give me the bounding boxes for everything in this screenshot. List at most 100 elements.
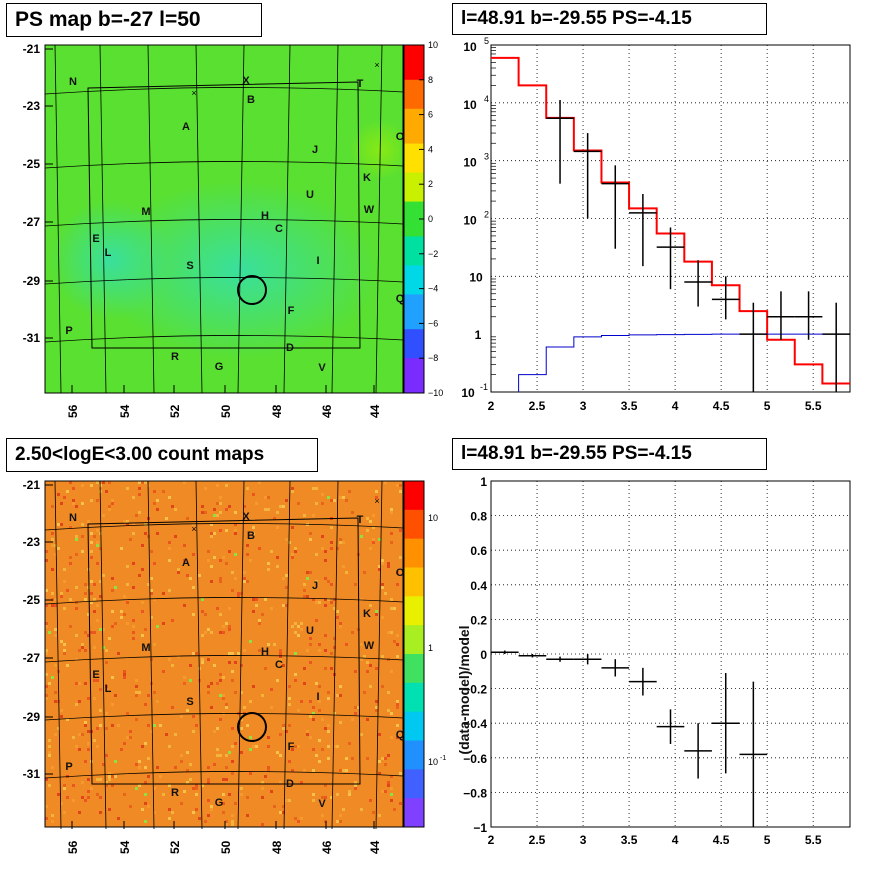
- count-map-pixel: [231, 823, 234, 826]
- count-map-pixel: [45, 559, 48, 562]
- count-map-pixel: [96, 727, 99, 730]
- ps-map-y-tick-label: -27: [23, 215, 41, 229]
- count-map-pixel: [240, 787, 243, 790]
- count-map-pixel: [396, 634, 399, 637]
- count-map-y-tick-label: -31: [23, 767, 41, 781]
- count-map-pixel: [135, 679, 138, 682]
- count-map-pixel: [48, 682, 51, 685]
- count-map-pixel: [123, 613, 126, 616]
- count-map-pixel: [105, 661, 108, 664]
- count-map-pixel: [303, 595, 306, 598]
- count-colorbar-cell: [404, 688, 424, 695]
- count-map-pixel: [390, 775, 393, 778]
- count-map-pixel: [183, 790, 186, 793]
- count-map-pixel: [213, 508, 216, 511]
- count-map-pixel: [105, 781, 108, 784]
- count-map-pixel: [240, 727, 243, 730]
- count-map-pixel: [378, 568, 381, 571]
- count-map-pixel: [276, 511, 279, 514]
- count-map-pixel: [354, 712, 357, 715]
- count-map-pixel: [111, 610, 114, 613]
- ps-map-title: PS map b=-27 l=50: [6, 3, 262, 37]
- count-map-pixel: [168, 547, 171, 550]
- count-map-pixel: [75, 601, 78, 604]
- count-map-pixel: [141, 634, 144, 637]
- residual-chart: 2 2.5 3 3.5 4 4.5 5 5.5 1 0.8 0.6 0.4 0.2 0 −0.2 −0.4 −0…: [463, 475, 850, 847]
- count-map-pixel: [183, 481, 186, 484]
- count-map-pixel: [336, 616, 339, 619]
- count-map-pixel: [360, 598, 363, 601]
- count-map-pixel: [75, 682, 78, 685]
- count-map-pixel: [300, 700, 303, 703]
- count-map-pixel: [51, 592, 54, 595]
- count-map-pixel: [84, 721, 87, 724]
- count-map-pixel: [288, 541, 291, 544]
- count-map-pixel: [330, 652, 333, 655]
- count-map-pixel: [243, 577, 246, 580]
- count-map-source-label: I: [316, 691, 319, 703]
- ps-colorbar-cell: [404, 248, 424, 255]
- count-map-source-label: P: [65, 761, 72, 773]
- count-map-pixel: [264, 667, 267, 670]
- count-map-pixel: [78, 748, 81, 751]
- count-map-pixel: [138, 493, 141, 496]
- count-map-pixel: [192, 523, 195, 526]
- ps-colorbar-cell: [404, 323, 424, 330]
- ps-colorbar-tick-label: 10: [428, 40, 438, 50]
- count-colorbar-cell: [404, 746, 424, 753]
- count-map-pixel: [168, 658, 171, 661]
- count-map-pixel: [279, 733, 282, 736]
- count-colorbar-cell: [404, 521, 424, 528]
- count-map-pixel: [87, 742, 90, 745]
- count-map-pixel: [192, 730, 195, 733]
- ps-colorbar-cell: [404, 91, 424, 98]
- count-map-pixel: [312, 706, 315, 709]
- count-map-pixel: [351, 511, 354, 514]
- count-map-pixel: [333, 646, 336, 649]
- count-map-pixel: [336, 820, 339, 823]
- ps-colorbar-cell: [404, 68, 424, 75]
- count-map-pixel: [144, 793, 147, 796]
- spectrum-y-tick-exponent: 3: [484, 152, 489, 162]
- count-map-pixel: [321, 718, 324, 721]
- ps-colorbar-tick-label: 0: [428, 214, 433, 224]
- count-map-pixel: [249, 559, 252, 562]
- count-map-pixel: [309, 661, 312, 664]
- count-map-pixel: [96, 778, 99, 781]
- count-map-pixel: [333, 607, 336, 610]
- count-map-pixel: [366, 718, 369, 721]
- count-colorbar-cell: [404, 602, 424, 609]
- count-map-pixel: [240, 793, 243, 796]
- ps-colorbar-cell: [404, 306, 424, 313]
- count-map-pixel: [291, 490, 294, 493]
- count-colorbar-cell: [404, 567, 424, 574]
- ps-map-y-tick-label: -23: [23, 99, 41, 113]
- ps-colorbar-cell: [404, 346, 424, 353]
- count-map-pixel: [354, 787, 357, 790]
- count-map-pixel: [294, 622, 297, 625]
- count-map-pixel: [141, 481, 144, 484]
- count-map-pixel: [231, 679, 234, 682]
- count-map-pixel: [168, 817, 171, 820]
- count-colorbar-cell: [404, 642, 424, 649]
- count-map-pixel: [219, 754, 222, 757]
- count-map-pixel: [210, 631, 213, 634]
- count-map-pixel: [318, 601, 321, 604]
- count-map-pixel: [222, 793, 225, 796]
- ps-colorbar-cell: [404, 317, 424, 324]
- count-map-pixel: [105, 712, 108, 715]
- count-map-pixel: [378, 772, 381, 775]
- spectrum-x-tick-label: 3.5: [621, 399, 638, 413]
- count-colorbar-cell: [404, 596, 424, 603]
- count-map-pixel: [231, 772, 234, 775]
- ps-map-source-labels: N X T B A O J K M U W HC EL I S Q F P D R G V: [65, 75, 404, 374]
- ps-colorbar-tick-label: −4: [428, 284, 438, 294]
- count-map-pixel: [192, 652, 195, 655]
- count-map-pixel: [96, 679, 99, 682]
- count-map-pixel: [147, 724, 150, 727]
- ps-colorbar-cell: [404, 265, 424, 272]
- ps-colorbar-cell: [404, 259, 424, 266]
- count-map-pixel: [207, 658, 210, 661]
- spectrum-chart: 2 2.5 3 3.5 4 4.5 5 5.5 10 5 10 4 10 3 10 2 10 1 10 -1: [461, 36, 850, 413]
- count-map-pixel: [225, 823, 228, 826]
